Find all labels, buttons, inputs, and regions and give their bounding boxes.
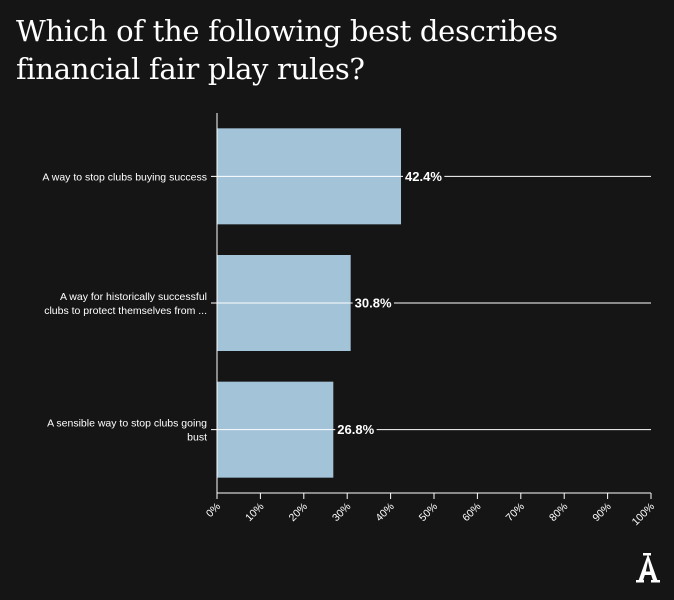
x-tick-label: 10% xyxy=(243,501,266,524)
x-tick-label: 80% xyxy=(547,501,570,524)
x-tick-label: 50% xyxy=(417,501,440,524)
x-tick-label: 20% xyxy=(287,501,310,524)
x-tick-label: 100% xyxy=(630,501,657,528)
x-tick-label: 30% xyxy=(330,501,353,524)
x-tick-label: 70% xyxy=(504,501,527,524)
chart-title: Which of the following best describes fi… xyxy=(16,14,558,86)
value-label: 42.4% xyxy=(405,169,442,184)
value-label-bg xyxy=(335,422,377,438)
category-label: A way to stop clubs buying success xyxy=(42,171,207,183)
category-label: A sensible way to stop clubs going bust xyxy=(47,418,207,444)
value-label-bg xyxy=(352,295,394,311)
labels-layer: 42.4% A way to stop clubs buying success 3… xyxy=(42,168,445,444)
x-tick-label: 0% xyxy=(204,501,223,520)
publisher-logo xyxy=(636,553,660,588)
x-tick-label: 40% xyxy=(373,501,396,524)
value-label: 30.8% xyxy=(355,296,392,311)
category-label: A way for historically successful clubs t… xyxy=(44,291,207,317)
value-label: 26.8% xyxy=(337,422,374,437)
x-tick-label: 90% xyxy=(590,501,613,524)
athletic-logo-icon xyxy=(636,553,660,583)
x-tick-label: 60% xyxy=(460,501,483,524)
value-label-bg xyxy=(403,168,445,184)
